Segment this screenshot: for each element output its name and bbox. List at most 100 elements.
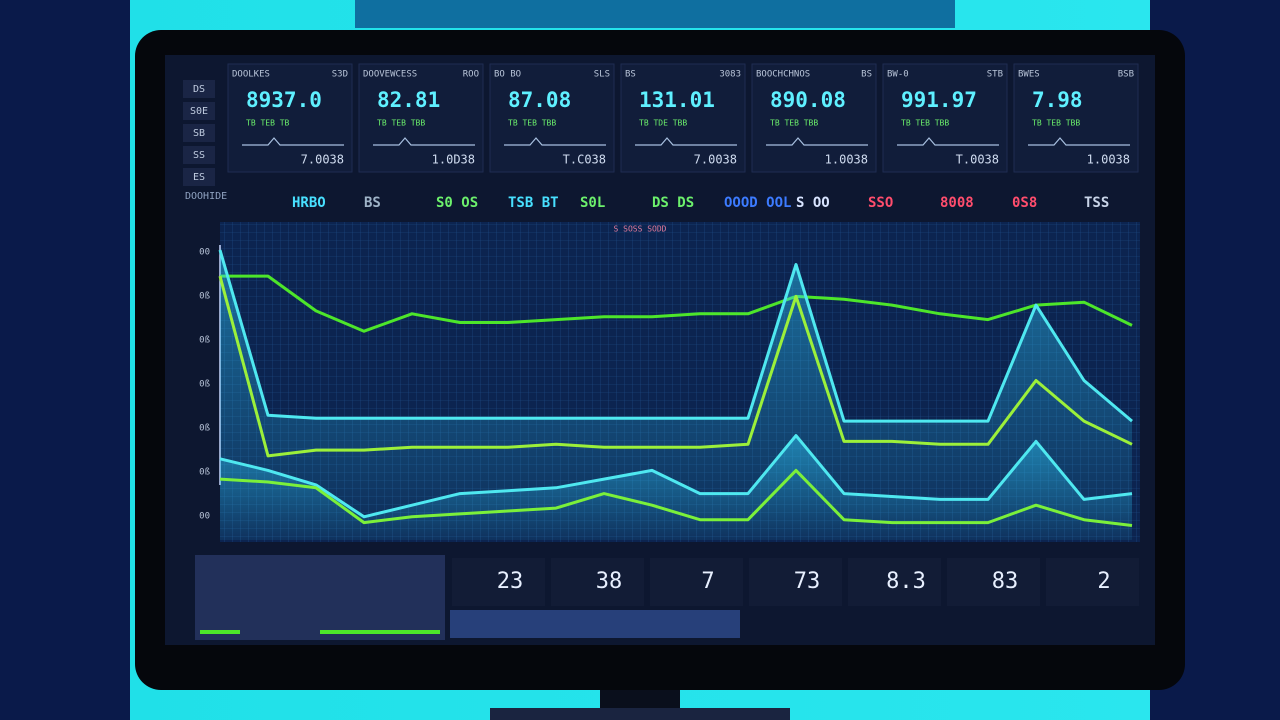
card-sparkline [242, 137, 344, 146]
card-sub: TB TEB TB [246, 119, 290, 128]
card-value: 890.08 [770, 88, 846, 112]
kpi-card [489, 63, 615, 173]
side-box [183, 124, 215, 142]
series-line [219, 434, 1133, 519]
side-box [183, 168, 215, 186]
side-label: SB [193, 128, 205, 139]
card-foot: 7.0038 [694, 153, 737, 167]
card-value: 87.08 [508, 88, 571, 112]
kpi-card [751, 63, 877, 173]
ticker-item: S0 OS [436, 195, 478, 211]
side-box [183, 80, 215, 98]
card-foot: 7.0038 [301, 153, 344, 167]
kpi-card [227, 63, 353, 173]
series-line [218, 249, 1133, 423]
stat-box [551, 558, 644, 606]
card-tag: BS [861, 70, 872, 80]
stat-box [848, 558, 941, 606]
side-label: SS [193, 150, 205, 161]
kpi-card [358, 63, 484, 173]
ticker-item: 8008 [940, 195, 974, 211]
card-value: 82.81 [377, 88, 440, 112]
card-sparkline [766, 137, 868, 146]
card-label: BOOCHCHNOS [756, 70, 810, 80]
stat-value: 83 [992, 569, 1019, 594]
card-value: 7.98 [1032, 88, 1083, 112]
y-axis-text: 0ß [199, 468, 210, 478]
card-value: 131.01 [639, 88, 715, 112]
card-sub: TB TEB TBB [508, 119, 556, 128]
ticker-title: DOOHIDE [185, 191, 227, 202]
card-label: BW-0 [887, 70, 909, 80]
card-sub: TB TEB TBB [1032, 119, 1080, 128]
card-tag: SLS [594, 70, 610, 80]
card-sparkline [635, 137, 737, 146]
ticker-item: S OO [796, 195, 830, 211]
ticker-item: TSB BT [508, 195, 559, 211]
y-axis-text: 00 [199, 248, 210, 258]
card-foot: T.C038 [563, 153, 606, 167]
stat-box [1046, 558, 1139, 606]
stat-value: 23 [497, 569, 524, 594]
card-sparkline [897, 137, 999, 146]
side-label: DS [193, 84, 205, 95]
card-label: DOOVEWCESS [363, 70, 417, 80]
card-tag: BSB [1118, 70, 1134, 80]
card-foot: T.0038 [956, 153, 999, 167]
stat-value: 73 [794, 569, 821, 594]
card-label: BS [625, 70, 636, 80]
side-label: ES [193, 172, 205, 183]
card-tag: ROO [463, 70, 479, 80]
ticker-item: HRBO [292, 195, 326, 211]
ticker-item: BS [364, 195, 381, 211]
stat-value: 2 [1097, 569, 1110, 594]
stat-box [947, 558, 1040, 606]
card-label: DOOLKES [232, 70, 270, 80]
mini-bar [200, 630, 240, 634]
card-label: BO BO [494, 70, 521, 80]
ticker-item: OOOD OOL [724, 195, 791, 211]
card-tag: 3083 [719, 70, 741, 80]
stat-box [650, 558, 743, 606]
mini-strip [450, 610, 740, 638]
card-sub: TB TDE TBB [639, 119, 687, 128]
ticker-item: DS DS [652, 195, 694, 211]
stat-box [749, 558, 842, 606]
card-sub: TB TEB TBB [901, 119, 949, 128]
stand-base [490, 708, 790, 720]
stat-value: 8.3 [886, 569, 926, 594]
rack-left [0, 0, 130, 720]
card-sub: TB TEB TBB [770, 119, 818, 128]
card-foot: 1.0038 [825, 153, 868, 167]
side-label: S0E [190, 106, 208, 117]
chart-title: S SOSS SODD [614, 225, 667, 234]
card-tag: S3D [332, 70, 348, 80]
kpi-card [1013, 63, 1139, 173]
card-label: BWES [1018, 70, 1040, 80]
ticker-item: 0S8 [1012, 195, 1037, 211]
card-foot: 1.0D38 [432, 153, 475, 167]
card-value: 8937.0 [246, 88, 322, 112]
side-box [183, 102, 215, 120]
series-line [220, 274, 1133, 333]
kpi-card [882, 63, 1008, 173]
ticker-item: S0L [580, 195, 605, 211]
ticker-item: SSO [868, 195, 893, 211]
y-axis-text: 0ß [199, 336, 210, 346]
stat-value: 7 [701, 569, 714, 594]
mini-bar [320, 630, 440, 634]
mini-panel [195, 555, 445, 640]
y-axis-text: 0ß [199, 424, 210, 434]
card-tag: STB [987, 70, 1003, 80]
card-sparkline [1028, 137, 1130, 146]
series-line [218, 275, 1133, 458]
stat-value: 38 [596, 569, 623, 594]
kpi-card [620, 63, 746, 173]
card-sparkline [504, 137, 606, 146]
series-line [219, 468, 1133, 527]
card-foot: 1.0038 [1087, 153, 1130, 167]
y-axis-text: 0ß [199, 380, 210, 390]
side-box [183, 146, 215, 164]
